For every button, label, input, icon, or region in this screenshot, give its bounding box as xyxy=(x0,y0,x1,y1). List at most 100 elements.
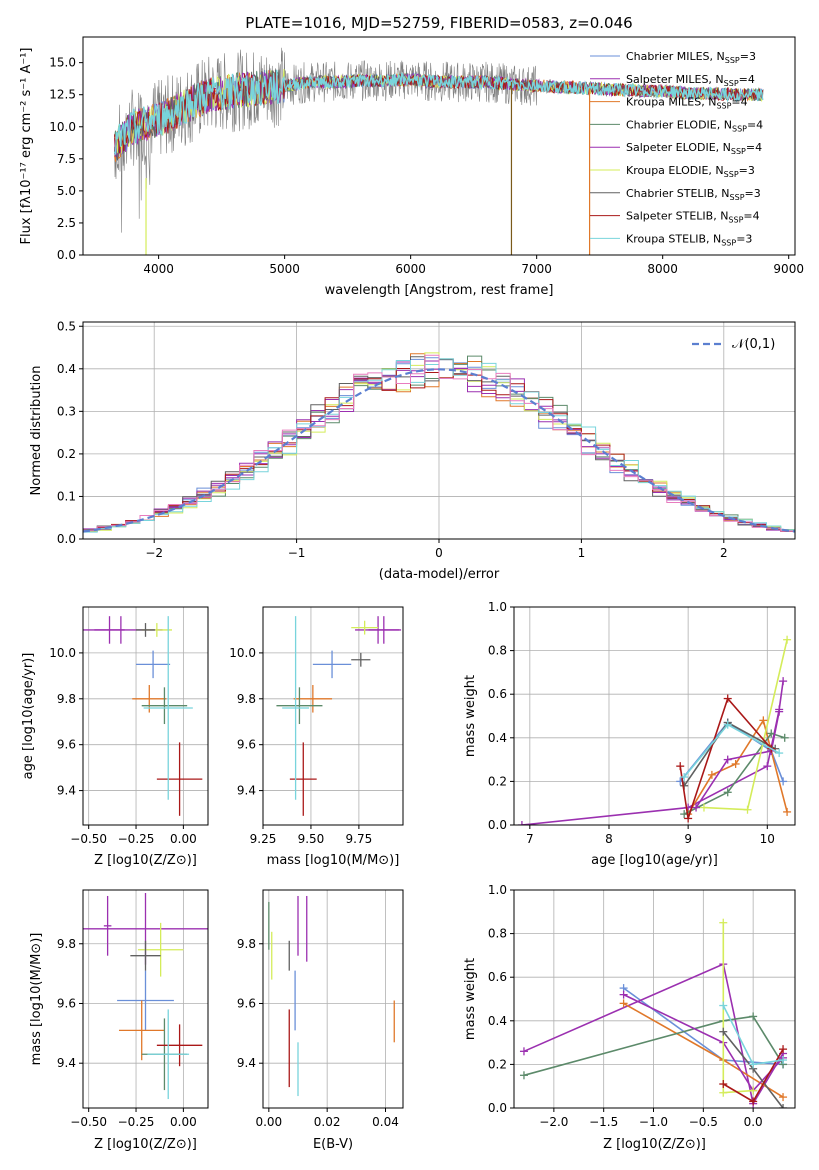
legend-label: Kroupa STELIB, NSSP=3 xyxy=(626,232,752,247)
y-tick-label: 9.6 xyxy=(237,996,256,1010)
x-tick-label: 2 xyxy=(720,546,728,560)
y-axis-label: age [log10(age/yr)] xyxy=(21,653,36,780)
legend-eq: =4 xyxy=(747,118,763,131)
legend-text: Kroupa MILES, N xyxy=(626,96,716,109)
x-tick-label: 0.00 xyxy=(170,832,197,846)
x-axis-label: E(B-V) xyxy=(313,1137,353,1152)
y-tick-label: 9.8 xyxy=(237,937,256,951)
legend-sub: SSP xyxy=(732,124,747,133)
y-tick-label: 0.3 xyxy=(57,404,76,418)
x-tick-label: 0 xyxy=(435,546,443,560)
y-tick-label: 9.4 xyxy=(237,1056,256,1070)
axes-frame xyxy=(513,606,796,826)
x-axis-label: age [log10(age/yr)] xyxy=(591,853,718,868)
axes-frame xyxy=(82,889,209,1109)
x-tick-label: 0.0 xyxy=(744,1115,763,1129)
y-tick-label: 0.2 xyxy=(57,447,76,461)
legend-label: Salpeter ELODIE, NSSP=4 xyxy=(626,141,762,156)
legend-eq: =4 xyxy=(731,96,747,109)
y-tick-label: 1.0 xyxy=(488,883,507,897)
x-tick-label: 10 xyxy=(760,832,775,846)
panel-8: −2.0 −1.5 −1.0 −0.5 0.0 0.0 0.2 0.4 0.6 0.8 1.0 Z [… xyxy=(463,883,796,1152)
y-tick-label: 0.4 xyxy=(488,1014,507,1028)
x-tick-label: −1.0 xyxy=(639,1115,668,1129)
legend-label: Salpeter STELIB, NSSP=4 xyxy=(626,210,760,225)
x-axis-label: mass [log10(M/M⊙)] xyxy=(267,853,400,868)
y-axis-label: mass [log10(M/M⊙)] xyxy=(29,933,44,1066)
x-tick-label: 5000 xyxy=(269,262,300,276)
axes-frame xyxy=(262,889,404,1109)
weight-line-4 xyxy=(523,1015,784,1077)
y-tick-label: 9.4 xyxy=(237,784,256,798)
x-axis-label: Z [log10(Z/Z⊙)] xyxy=(603,1137,706,1152)
x-tick-label: −0.50 xyxy=(70,832,107,846)
x-tick-label: 0.00 xyxy=(170,1115,197,1129)
legend-sub: SSP xyxy=(724,79,739,88)
x-tick-label: 1 xyxy=(578,546,586,560)
x-tick-label: 6000 xyxy=(395,262,426,276)
legend-eq: =3 xyxy=(736,232,752,245)
y-tick-label: 7.5 xyxy=(57,152,76,166)
legend-label: Kroupa MILES, NSSP=4 xyxy=(626,96,748,111)
axes-frame xyxy=(82,36,796,256)
y-tick-label: 5.0 xyxy=(57,184,76,198)
panel-7: 0.00 0.02 0.04 9.4 9.6 9.8 E(B-V) xyxy=(237,889,404,1152)
x-axis-label: Z [log10(Z/Z⊙)] xyxy=(94,853,197,868)
legend-text: Chabrier ELODIE, N xyxy=(626,118,732,131)
y-tick-label: 9.6 xyxy=(57,996,76,1010)
histogram-2 xyxy=(83,353,795,532)
x-tick-label: 0.02 xyxy=(314,1115,341,1129)
legend-text: Salpeter STELIB, N xyxy=(626,210,728,223)
y-tick-label: 15.0 xyxy=(49,56,76,70)
legend-sub: SSP xyxy=(728,216,743,225)
y-tick-label: 0.8 xyxy=(488,644,507,658)
y-tick-label: 9.6 xyxy=(237,738,256,752)
weight-line-6 xyxy=(703,639,788,811)
y-tick-label: 10.0 xyxy=(49,120,76,134)
y-axis-label: mass weight xyxy=(463,958,478,1040)
model-spectrum-5 xyxy=(114,71,764,155)
axes-frame xyxy=(513,889,796,1109)
x-tick-label: −2 xyxy=(145,546,163,560)
x-tick-label: 4000 xyxy=(143,262,174,276)
panel-1: 4000 5000 6000 7000 8000 9000 0.0 2.5 5.0 7.5 10.0… xyxy=(19,14,804,298)
panel-3: −0.50 −0.25 0.00 9.4 9.6 9.8 10.0 Z [log10(Z/Z⊙… xyxy=(21,606,209,868)
y-tick-label: 0.2 xyxy=(488,774,507,788)
y-tick-label: 1.0 xyxy=(488,600,507,614)
panel-5: 7 8 9 10 0.0 0.2 0.4 0.6 0.8 1.0 age [log10(age/yr… xyxy=(463,600,796,868)
plot-area xyxy=(113,47,764,255)
x-tick-label: 9.75 xyxy=(346,832,373,846)
y-tick-label: 9.8 xyxy=(57,692,76,706)
weight-line-4 xyxy=(683,732,785,815)
weight-line-5 xyxy=(695,711,780,809)
legend-label: Chabrier ELODIE, NSSP=4 xyxy=(626,118,763,133)
x-axis-label: wavelength [Angstrom, rest frame] xyxy=(325,283,554,298)
legend-text: Kroupa ELODIE, N xyxy=(626,164,724,177)
legend-eq: =4 xyxy=(739,73,755,86)
plot-area xyxy=(83,616,203,816)
plot-area xyxy=(519,918,788,1108)
panel-6: −0.50 −0.25 0.00 9.4 9.6 9.8 Z [log10(Z/Z⊙)] ma… xyxy=(29,889,209,1152)
x-tick-label: 9.25 xyxy=(250,832,277,846)
y-tick-label: 9.4 xyxy=(57,1056,76,1070)
plot-area xyxy=(517,635,792,825)
plot-area xyxy=(268,895,395,1097)
legend-eq: =4 xyxy=(743,210,759,223)
weight-line-7 xyxy=(683,721,776,787)
weight-line-8 xyxy=(679,697,772,819)
legend-sub: SSP xyxy=(730,193,745,202)
x-tick-label: −1.5 xyxy=(589,1115,618,1129)
legend-eq: =3 xyxy=(740,50,756,63)
y-tick-label: 9.8 xyxy=(57,937,76,951)
x-tick-label: 7000 xyxy=(521,262,552,276)
weight-line-2 xyxy=(521,680,784,825)
x-tick-label: 8 xyxy=(605,832,613,846)
legend-text: Chabrier MILES, N xyxy=(626,50,725,63)
x-tick-label: −0.5 xyxy=(689,1115,718,1129)
y-tick-label: 12.5 xyxy=(49,88,76,102)
plot-area xyxy=(276,616,402,816)
y-tick-label: 9.6 xyxy=(57,738,76,752)
x-axis-label: Z [log10(Z/Z⊙)] xyxy=(94,1137,197,1152)
legend-label: Chabrier MILES, NSSP=3 xyxy=(626,50,756,65)
